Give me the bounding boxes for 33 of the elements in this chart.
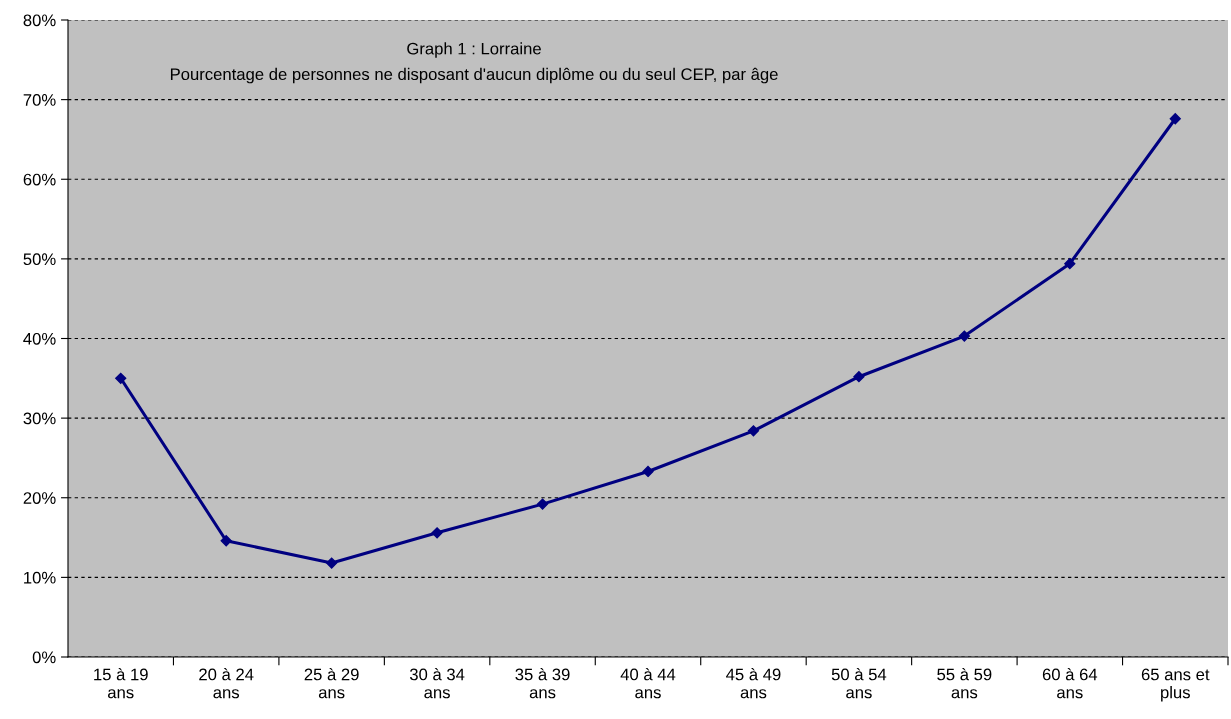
x-tick-label: 60 à 64 ans xyxy=(1042,667,1098,699)
x-tick-label: 55 à 59 ans xyxy=(937,667,992,699)
y-tick-label: 60% xyxy=(23,173,56,186)
y-tick-label: 0% xyxy=(32,651,56,664)
y-tick-label: 70% xyxy=(23,94,56,106)
text: Pourcentage de personnes ne disposant d'aucun diplôme ou du seul CEP, par âge xyxy=(170,67,778,84)
x-tick-label: 50 à 54 ans xyxy=(831,667,887,699)
y-tick-label: 20% xyxy=(23,492,56,504)
text: Graph 1 : Lorraine xyxy=(407,42,541,58)
point xyxy=(958,330,970,342)
point xyxy=(642,465,654,478)
point xyxy=(220,535,232,547)
y-tick-label: 10% xyxy=(24,571,56,584)
point xyxy=(747,425,760,437)
y-tick-label: 80% xyxy=(23,14,56,27)
y-tick-label: 30% xyxy=(23,412,56,425)
point xyxy=(536,498,549,510)
point xyxy=(1064,258,1076,270)
x-tick-label: 15 à 19 ans xyxy=(94,667,148,699)
point xyxy=(853,371,865,383)
x-tick-label: 25 à 29 ans xyxy=(304,667,359,699)
point xyxy=(326,557,338,569)
point xyxy=(431,527,443,539)
x-tick-label: 65 ans et plus xyxy=(1141,668,1210,702)
point xyxy=(115,372,127,384)
point xyxy=(1169,113,1181,125)
x-tick-label: 40 à 44 ans xyxy=(620,667,676,699)
y-tick-label: 50% xyxy=(23,253,56,266)
y-tick-label: 40% xyxy=(23,332,56,345)
x-tick-label: 35 à 39 ans xyxy=(515,667,570,699)
x-tick-label: 30 à 34 ans xyxy=(409,667,465,699)
x-tick-label: 45 à 49 ans xyxy=(726,667,781,699)
x-tick-label: 20 à 24 ans xyxy=(199,667,254,699)
